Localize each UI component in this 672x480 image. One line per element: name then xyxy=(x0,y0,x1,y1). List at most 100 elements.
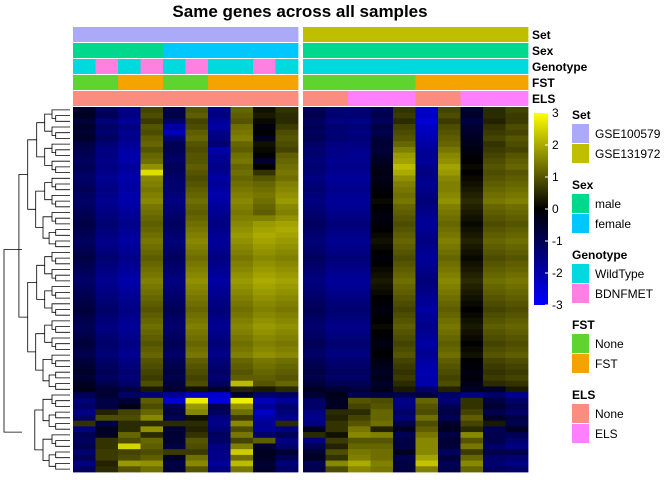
heatmap-cell xyxy=(303,306,326,313)
heatmap-cell xyxy=(118,318,141,325)
heatmap-cell xyxy=(163,409,186,416)
heatmap-cell xyxy=(325,107,349,114)
heatmap-cell xyxy=(370,278,394,285)
heatmap-cell xyxy=(348,318,371,325)
heatmap-cell xyxy=(415,249,439,256)
heatmap-cell xyxy=(230,249,254,256)
heatmap-cell xyxy=(505,135,529,142)
heatmap-cell xyxy=(415,181,439,188)
heatmap-cell xyxy=(208,152,231,159)
heatmap-cell xyxy=(185,209,209,216)
heatmap-cell xyxy=(253,198,276,205)
heatmap-cell xyxy=(348,437,371,444)
heatmap-cell xyxy=(208,112,231,119)
annotation-cell-genotype xyxy=(505,59,529,74)
heatmap-cell xyxy=(185,107,209,114)
heatmap-cell xyxy=(325,215,349,222)
heatmap-cell xyxy=(483,221,506,228)
heatmap-cell xyxy=(483,129,506,136)
heatmap-cell xyxy=(208,454,231,461)
heatmap-cell xyxy=(73,146,96,154)
heatmap-cell xyxy=(460,397,484,404)
heatmap-cell xyxy=(460,266,484,273)
heatmap-cell xyxy=(185,141,209,148)
dendrogram-branch xyxy=(51,337,70,347)
heatmap-cell xyxy=(208,335,231,342)
legend-label: GSE131972 xyxy=(595,147,661,161)
heatmap-cell xyxy=(253,209,276,216)
dendrogram-branch xyxy=(34,409,43,451)
dendrogram-branch xyxy=(51,126,70,136)
heatmap-cell xyxy=(438,141,461,148)
heatmap-cell xyxy=(348,386,371,393)
annotation-cell-fst xyxy=(73,75,96,90)
dendrogram-branch xyxy=(44,113,52,132)
heatmap-cell xyxy=(325,460,349,467)
heatmap-cell xyxy=(348,135,371,142)
annotation-cell-fst xyxy=(230,75,254,90)
heatmap-cell xyxy=(253,238,276,245)
heatmap-cell xyxy=(460,209,484,216)
heatmap-cell xyxy=(438,318,461,325)
heatmap-cell xyxy=(438,107,461,114)
heatmap-cell xyxy=(348,141,371,148)
heatmap-cell xyxy=(95,141,119,148)
heatmap-cell xyxy=(95,414,119,422)
annotation-cell-set xyxy=(73,27,96,42)
heatmap-cell xyxy=(370,392,394,399)
heatmap-cell xyxy=(253,289,276,296)
heatmap-cell xyxy=(95,221,119,228)
heatmap-cell xyxy=(303,352,326,359)
heatmap-cell xyxy=(325,312,349,319)
heatmap-cell xyxy=(460,260,484,268)
heatmap-cell xyxy=(208,426,231,433)
color-scale-tick-label: -1 xyxy=(552,234,563,248)
heatmap-cell xyxy=(140,352,164,359)
heatmap-cell xyxy=(185,323,209,330)
heatmap-cell xyxy=(415,409,439,416)
heatmap-cell xyxy=(275,449,299,456)
heatmap-cell xyxy=(325,357,349,365)
heatmap-cell xyxy=(73,283,96,290)
heatmap-cell xyxy=(275,192,299,199)
annotation-cell-fst xyxy=(163,75,186,90)
annotation-cell-set xyxy=(483,27,506,42)
heatmap-cell xyxy=(393,340,416,347)
heatmap-cell xyxy=(230,426,254,433)
heatmap-cell xyxy=(73,295,96,302)
heatmap-cell xyxy=(73,449,96,456)
heatmap-cell xyxy=(393,466,416,473)
heatmap-cell xyxy=(253,466,276,473)
heatmap-cell xyxy=(185,198,209,205)
heatmap-cell xyxy=(415,203,439,211)
annotation-cell-sex xyxy=(370,43,394,58)
annotation-cell-genotype xyxy=(415,59,439,74)
heatmap-cell xyxy=(253,346,276,353)
heatmap-cell xyxy=(230,186,254,193)
heatmap-cell xyxy=(208,460,231,467)
heatmap-cell xyxy=(163,352,186,359)
heatmap-cell xyxy=(163,243,186,250)
heatmap-cell xyxy=(140,306,164,313)
legend-swatch xyxy=(572,264,589,283)
heatmap-cell xyxy=(208,352,231,359)
heatmap-cell xyxy=(460,340,484,347)
heatmap-cell xyxy=(370,357,394,365)
heatmap-cell xyxy=(415,278,439,285)
heatmap-cell xyxy=(438,260,461,268)
heatmap-cell xyxy=(505,152,529,159)
heatmap-cell xyxy=(185,192,209,199)
heatmap-cell xyxy=(483,152,506,159)
heatmap-cell xyxy=(275,186,299,193)
heatmap-cell xyxy=(393,397,416,404)
heatmap-cell xyxy=(208,232,231,239)
heatmap-cell xyxy=(208,186,231,193)
heatmap-cell xyxy=(95,380,119,387)
annotation-cell-genotype xyxy=(438,59,461,74)
heatmap-cell xyxy=(208,340,231,347)
heatmap-cell xyxy=(185,375,209,382)
heatmap-cell xyxy=(118,158,141,165)
heatmap-cell xyxy=(163,124,186,131)
heatmap-cell xyxy=(185,124,209,131)
heatmap-cell xyxy=(438,243,461,250)
